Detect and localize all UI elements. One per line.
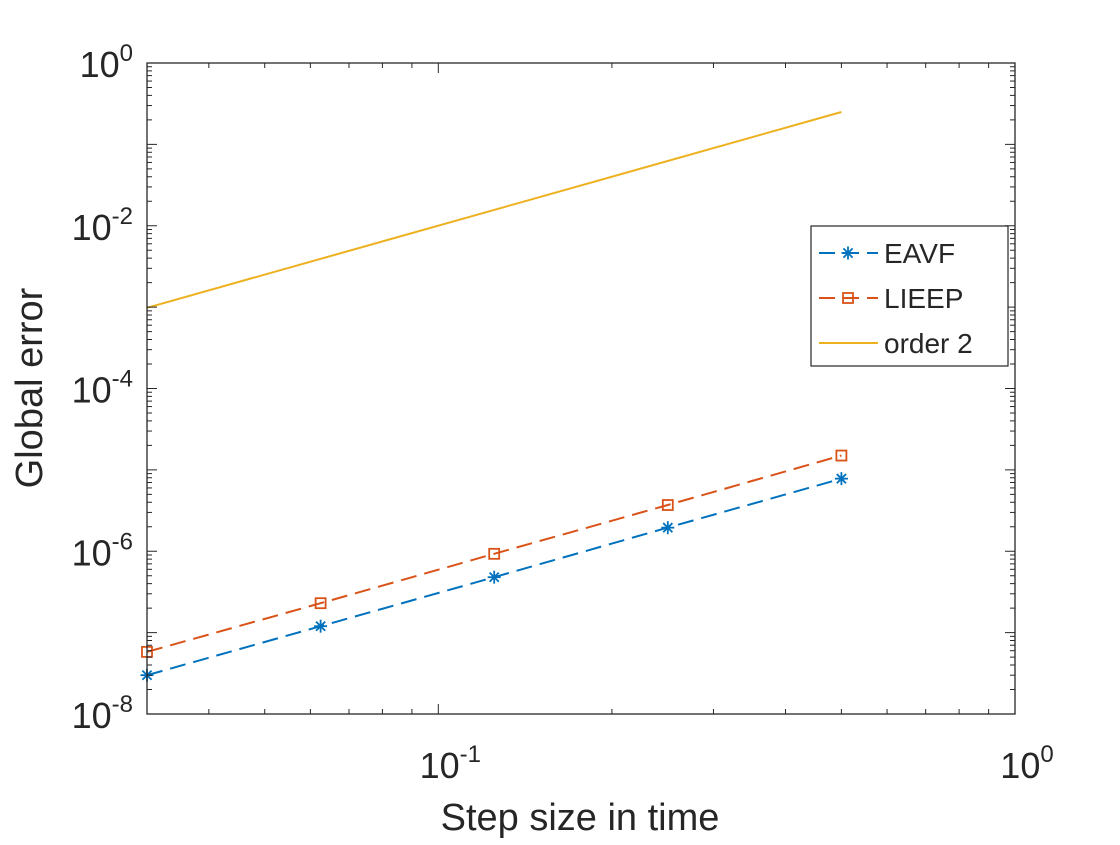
data-point [487,570,501,584]
series-line [146,111,842,309]
data-point [661,499,674,511]
series-line [146,454,842,653]
x-axis-label: Step size in time [441,797,720,839]
data-point [835,449,848,462]
data-point [488,547,501,560]
tick-labels: 10-1 100 100 10-2 10-4 10-6 10-8 [72,40,1054,786]
x-tick-label: 100 [1000,741,1053,786]
y-tick-label: 10-6 [72,528,133,573]
legend-marker [842,292,854,304]
legend-label: order 2 [884,328,973,359]
legend-item: order 2 [819,328,973,359]
legend-item: LIEEP [819,283,963,314]
y-tick-label: 10-4 [72,366,133,411]
legend-label: LIEEP [884,283,963,314]
x-tick-label: 10-1 [420,741,481,786]
series-order-2 [146,111,842,309]
plot-area [147,63,1015,714]
legend-label: EAVF [884,238,955,269]
series-eavf [140,472,848,682]
legend: EAVF LIEEP order 2 [810,225,1009,367]
legend-marker [841,246,855,260]
data-point [314,619,328,633]
data-point [834,472,848,486]
y-axis-label: Global error [9,287,51,488]
legend-item: EAVF [819,238,955,269]
axes-box [146,62,1016,715]
y-tick-label: 10-8 [72,691,133,736]
data-layer [140,111,848,682]
y-tick-label: 10-2 [72,203,133,248]
y-tick-label: 100 [80,40,133,85]
data-point [661,521,675,535]
data-point [314,597,327,610]
